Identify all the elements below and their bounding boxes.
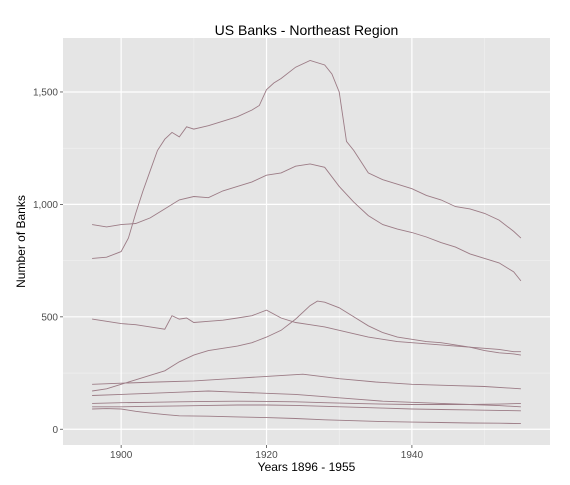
series-line-1 bbox=[92, 60, 522, 259]
x-tick-label: 1940 bbox=[401, 450, 424, 461]
series-lines bbox=[92, 60, 522, 425]
grid bbox=[63, 38, 550, 445]
axis-ticks: 1900 1920 1940 0 500 1,000 1,500 bbox=[33, 87, 423, 461]
series-line-8 bbox=[92, 404, 521, 412]
chart-title: US Banks - Northeast Region bbox=[215, 22, 399, 38]
y-axis-title: Number of Banks bbox=[14, 195, 28, 288]
series-line-6 bbox=[92, 390, 521, 408]
y-tick-label: 1,000 bbox=[33, 200, 58, 211]
y-tick-label: 0 bbox=[52, 425, 58, 436]
x-tick-label: 1900 bbox=[110, 450, 133, 461]
plot-panel bbox=[63, 38, 550, 445]
y-tick-label: 500 bbox=[41, 312, 58, 323]
series-line-4 bbox=[92, 300, 521, 392]
series-line-9 bbox=[92, 408, 521, 425]
series-line-2 bbox=[92, 163, 522, 282]
series-line-7 bbox=[92, 400, 521, 405]
x-tick-label: 1920 bbox=[255, 450, 278, 461]
series-line-3 bbox=[92, 309, 521, 353]
series-line-5 bbox=[92, 373, 521, 390]
x-axis-title: Years 1896 - 1955 bbox=[258, 460, 356, 474]
y-tick-label: 1,500 bbox=[33, 87, 58, 98]
